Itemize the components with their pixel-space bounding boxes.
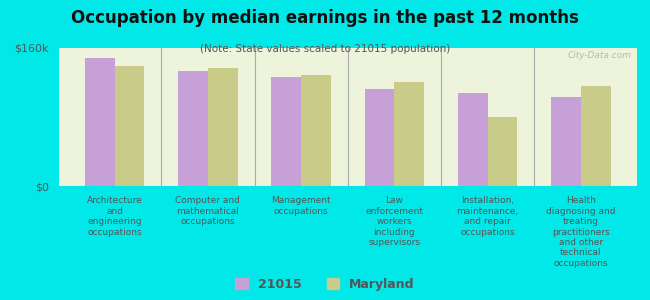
Bar <box>458 93 488 186</box>
Bar <box>301 75 331 186</box>
Text: (Note: State values scaled to 21015 population): (Note: State values scaled to 21015 popu… <box>200 44 450 53</box>
Bar <box>395 82 424 186</box>
Bar <box>114 66 144 186</box>
Bar <box>365 89 395 186</box>
Bar <box>488 117 517 186</box>
Bar <box>551 97 581 186</box>
Text: Occupation by median earnings in the past 12 months: Occupation by median earnings in the pas… <box>71 9 579 27</box>
Text: City-Data.com: City-Data.com <box>567 51 631 60</box>
Bar <box>178 71 208 186</box>
Bar <box>271 77 301 186</box>
Bar <box>84 58 114 186</box>
Legend: 21015, Maryland: 21015, Maryland <box>235 278 415 291</box>
Bar <box>208 68 238 186</box>
Bar <box>581 86 611 186</box>
